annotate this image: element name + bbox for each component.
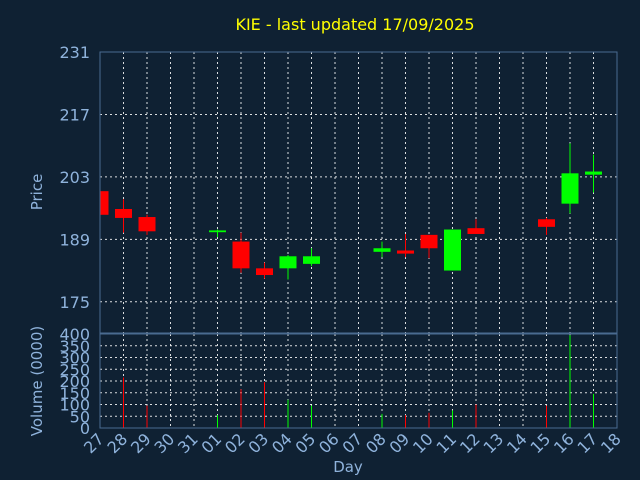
- volume-tick-label: 350: [59, 337, 90, 356]
- candle: [138, 214, 156, 235]
- volume-tick-label: 150: [59, 384, 90, 403]
- x-tick-labels: 2728293031010203040506070809101112131415…: [80, 429, 625, 457]
- candle-body: [538, 219, 555, 227]
- candle: [115, 199, 132, 233]
- volume-tick-label: 300: [59, 349, 90, 368]
- candle-body: [100, 191, 109, 215]
- candle: [99, 191, 109, 215]
- volume-tick-label: 200: [59, 372, 90, 391]
- candle: [585, 154, 602, 193]
- volume-tick-label: 400: [59, 325, 90, 344]
- candle: [303, 248, 320, 267]
- price-y-ticks: 175 189 203 217 231: [59, 43, 90, 312]
- price-panel-frame: [99, 51, 618, 334]
- chart-title: KIE - last updated 17/09/2025: [235, 15, 474, 34]
- candle: [232, 232, 250, 273]
- candle-body: [115, 209, 132, 218]
- candle-body: [232, 241, 250, 269]
- candle: [561, 143, 579, 214]
- price-tick-label: 217: [59, 105, 90, 124]
- volume-tick-label: 250: [59, 360, 90, 379]
- price-grid: [100, 52, 617, 333]
- candle: [256, 262, 273, 279]
- candle-body: [138, 217, 156, 232]
- price-tick-label: 203: [59, 168, 90, 187]
- candle: [467, 219, 485, 234]
- candle-body: [256, 268, 273, 276]
- x-tick-label: 18: [597, 429, 625, 457]
- price-tick-label: 175: [59, 293, 90, 312]
- candle-body: [397, 250, 414, 254]
- candle-body: [561, 173, 579, 204]
- volume-tick-label: 0: [80, 419, 90, 438]
- candles: [99, 143, 602, 280]
- candle-body: [420, 234, 438, 249]
- candle: [279, 254, 297, 280]
- candle-body: [373, 248, 391, 252]
- volume-grid: [100, 334, 617, 428]
- candle: [397, 233, 414, 258]
- candle-body: [209, 230, 226, 233]
- candle-body: [444, 229, 461, 271]
- candle-body: [303, 256, 320, 264]
- volume-tick-label: 100: [59, 396, 90, 415]
- volume-tick-label: 50: [70, 407, 90, 426]
- price-axis-label: Price: [28, 174, 46, 211]
- candle: [209, 229, 226, 238]
- candle-body: [467, 228, 485, 234]
- price-tick-label: 231: [59, 43, 90, 62]
- x-axis-label: Day: [333, 458, 363, 476]
- candle-body: [585, 171, 602, 175]
- candle: [373, 241, 391, 258]
- price-tick-label: 189: [59, 230, 90, 249]
- volume-axis-label: Volume (0000): [28, 326, 46, 436]
- candle: [444, 229, 461, 271]
- candle: [538, 217, 555, 235]
- volume-bars: [123, 335, 594, 428]
- volume-panel-frame: [99, 333, 618, 429]
- candle-body: [279, 256, 297, 269]
- candle: [420, 234, 438, 259]
